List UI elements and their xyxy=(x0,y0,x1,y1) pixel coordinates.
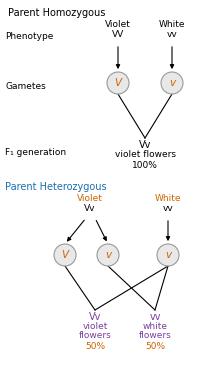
Text: Gametes: Gametes xyxy=(5,82,46,91)
Text: v: v xyxy=(169,78,175,88)
Text: 50%: 50% xyxy=(85,342,105,351)
Circle shape xyxy=(107,72,129,94)
Text: white: white xyxy=(143,322,167,331)
Text: v: v xyxy=(105,250,111,260)
Text: vv: vv xyxy=(167,30,177,39)
Circle shape xyxy=(161,72,183,94)
Text: Violet: Violet xyxy=(105,20,131,29)
Text: vv: vv xyxy=(149,312,161,322)
Text: vv: vv xyxy=(163,204,173,213)
Text: Vv: Vv xyxy=(84,204,96,213)
Text: Phenotype: Phenotype xyxy=(5,32,53,41)
Text: Violet: Violet xyxy=(77,194,103,203)
Text: F₁ generation: F₁ generation xyxy=(5,148,66,157)
Text: Parent Heterozygous: Parent Heterozygous xyxy=(5,182,107,192)
Text: flowers: flowers xyxy=(79,331,111,340)
Text: V: V xyxy=(61,250,69,260)
Text: White: White xyxy=(159,20,185,29)
Text: White: White xyxy=(155,194,181,203)
Circle shape xyxy=(157,244,179,266)
Text: VV: VV xyxy=(112,30,124,39)
Text: flowers: flowers xyxy=(139,331,171,340)
Text: Vv: Vv xyxy=(139,140,151,150)
Text: V: V xyxy=(114,78,122,88)
Text: Vv: Vv xyxy=(89,312,101,322)
Text: violet: violet xyxy=(82,322,108,331)
Text: Parent Homozygous: Parent Homozygous xyxy=(8,8,105,18)
Text: 50%: 50% xyxy=(145,342,165,351)
Text: v: v xyxy=(165,250,171,260)
Text: violet flowers: violet flowers xyxy=(114,150,175,159)
Text: 100%: 100% xyxy=(132,161,158,170)
Circle shape xyxy=(54,244,76,266)
Circle shape xyxy=(97,244,119,266)
